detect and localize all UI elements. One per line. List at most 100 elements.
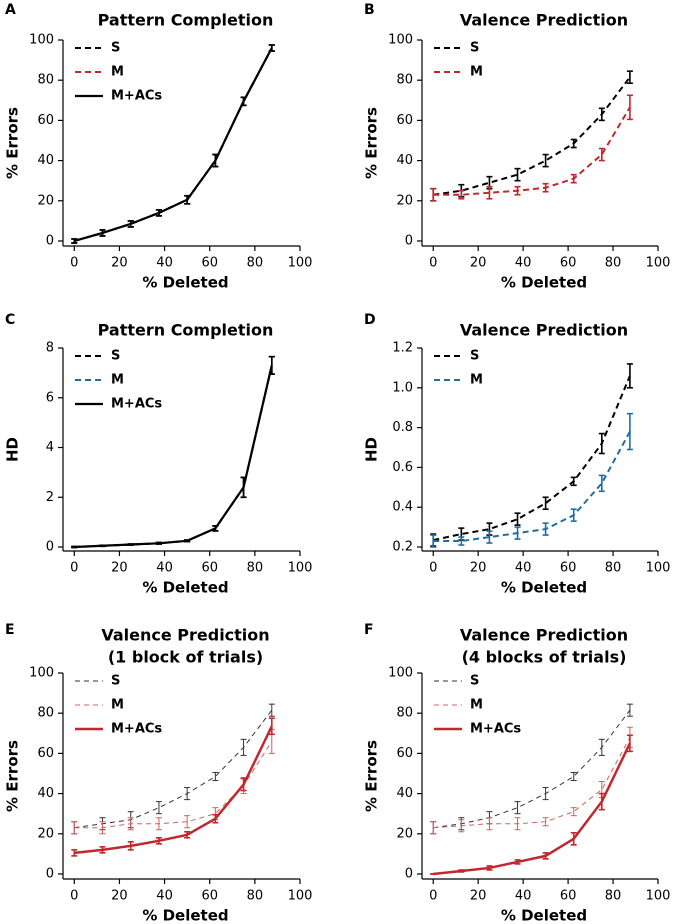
error-bar — [486, 185, 493, 200]
legend-label: M+ACs — [111, 89, 162, 104]
panel: A Pattern Completion 0 20 40 60 80 100 0 20 40 60 80… — [4, 2, 313, 292]
error-bar — [514, 512, 521, 526]
x-tick-label: 20 — [470, 889, 487, 904]
error-bar — [514, 526, 521, 540]
y-tick-label: 8 — [46, 341, 54, 356]
y-tick-label: 20 — [37, 826, 54, 841]
y-axis-label: % Errors — [363, 740, 381, 812]
y-tick-label: 20 — [37, 193, 54, 208]
x-tick-label: 80 — [605, 256, 622, 271]
x-tick-label: 60 — [201, 889, 218, 904]
x-tick-label: 80 — [605, 561, 622, 576]
x-tick-label: 60 — [201, 256, 218, 271]
panel: E Valence Prediction (1 block of trials) 0 2… — [4, 622, 313, 924]
y-tick-label: 0.8 — [392, 420, 413, 435]
x-tick-label: 80 — [247, 256, 264, 271]
y-tick-label: 0 — [405, 866, 413, 881]
series-line — [74, 47, 273, 242]
error-bar — [240, 96, 247, 107]
error-bar — [570, 807, 577, 817]
series-line — [433, 106, 631, 196]
panel: F Valence Prediction (4 blocks of trials) 0… — [363, 622, 671, 924]
y-axis-label: % Errors — [4, 740, 22, 812]
x-tick-label: 100 — [288, 561, 313, 576]
error-bar — [626, 363, 633, 389]
x-tick-label: 20 — [470, 256, 487, 271]
y-tick-label: 0 — [46, 540, 54, 555]
error-bar — [212, 525, 219, 532]
series-line — [74, 709, 273, 829]
y-axis-label: HD — [363, 437, 381, 462]
x-tick-label: 100 — [646, 256, 671, 271]
error-bar — [127, 817, 134, 831]
y-tick-label: 0 — [46, 233, 54, 248]
x-tick-label: 20 — [111, 889, 128, 904]
error-bar — [570, 173, 577, 184]
x-tick-label: 60 — [560, 561, 577, 576]
error-bar — [184, 539, 191, 543]
error-bar — [184, 194, 191, 205]
error-bar — [598, 474, 605, 493]
legend-label: M+ACs — [111, 722, 162, 737]
x-tick-label: 80 — [247, 561, 264, 576]
chart-subtitle: (1 block of trials) — [108, 648, 263, 667]
error-bar — [598, 432, 605, 455]
x-axis-label: % Deleted — [501, 274, 587, 292]
x-axis-label: % Deleted — [142, 579, 228, 597]
error-bar — [240, 476, 247, 499]
y-tick-label: 0 — [405, 233, 413, 248]
error-bar — [598, 147, 605, 162]
error-bar — [268, 355, 275, 375]
y-tick-label: 2 — [46, 490, 54, 505]
y-tick-label: 60 — [396, 746, 413, 761]
y-tick-label: 100 — [29, 666, 54, 681]
error-bar — [240, 777, 247, 792]
error-bar — [626, 94, 633, 121]
error-bar — [155, 817, 162, 831]
y-axis-label: % Errors — [4, 107, 22, 179]
panel-label: E — [5, 622, 15, 638]
x-tick-label: 0 — [429, 256, 437, 271]
series-line — [433, 709, 631, 829]
legend-label: M+ACs — [111, 397, 162, 412]
error-bar — [127, 220, 134, 228]
x-tick-label: 40 — [515, 256, 532, 271]
panel: C Pattern Completion 0 20 40 60 80 100 0 2 4 6 8 % De… — [4, 312, 313, 597]
legend-label: M — [111, 698, 124, 713]
error-bar — [212, 153, 219, 168]
y-tick-label: 80 — [37, 73, 54, 88]
x-axis-label: % Deleted — [501, 579, 587, 597]
series-line — [433, 737, 631, 829]
error-bar — [542, 852, 549, 860]
chart-title: Valence Prediction — [101, 626, 269, 645]
x-tick-label: 80 — [247, 889, 264, 904]
error-bar — [598, 107, 605, 122]
error-bar — [71, 821, 78, 835]
error-bar — [240, 738, 247, 756]
error-bar — [99, 821, 106, 835]
panel: B Valence Prediction 0 20 40 60 80 100 0 20 40 60 80… — [363, 2, 671, 292]
x-axis-label: % Deleted — [142, 274, 228, 292]
x-tick-label: 0 — [429, 889, 437, 904]
legend-label: S — [470, 41, 479, 56]
error-bar — [514, 167, 521, 182]
error-bar — [486, 530, 493, 544]
panel-label: C — [5, 312, 15, 328]
y-axis-label: HD — [4, 437, 22, 462]
y-tick-label: 0.4 — [392, 500, 413, 515]
x-tick-label: 40 — [156, 561, 173, 576]
error-bar — [458, 536, 465, 546]
y-tick-label: 1.0 — [392, 380, 413, 395]
legend-label: S — [470, 674, 479, 689]
y-tick-label: 80 — [37, 706, 54, 721]
panel-label: B — [364, 2, 375, 18]
error-bar — [542, 522, 549, 536]
y-tick-label: 40 — [396, 153, 413, 168]
error-bar — [542, 153, 549, 168]
y-axis-label: % Errors — [363, 107, 381, 179]
y-tick-label: 20 — [396, 193, 413, 208]
x-tick-label: 60 — [560, 889, 577, 904]
series-line — [433, 431, 631, 543]
